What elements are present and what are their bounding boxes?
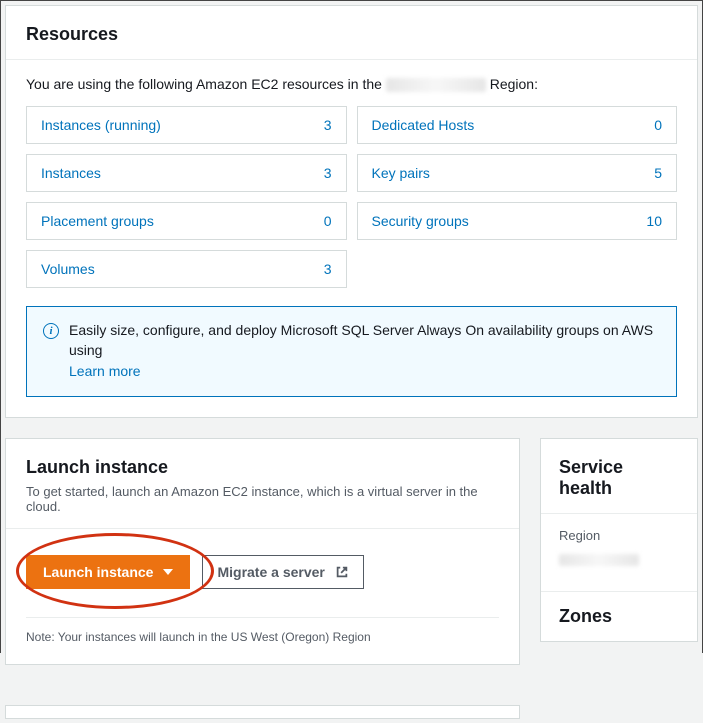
- resource-count: 3: [324, 261, 332, 277]
- learn-more-link[interactable]: Learn more: [69, 362, 141, 382]
- launch-instance-panel: Launch instance To get started, launch a…: [5, 438, 520, 665]
- migrate-server-button[interactable]: Migrate a server: [202, 555, 363, 589]
- stub-panel: [5, 705, 520, 719]
- info-icon: i: [43, 321, 59, 339]
- launch-body: Launch instance Migrate a server: [6, 528, 519, 664]
- resource-count: 10: [646, 213, 662, 229]
- resource-tile-dedicated-hosts[interactable]: Dedicated Hosts 0: [357, 106, 678, 144]
- service-health-region-value-redacted: [559, 554, 639, 566]
- resources-body: You are using the following Amazon EC2 r…: [6, 59, 697, 417]
- resource-count: 0: [654, 117, 662, 133]
- resources-intro-prefix: You are using the following Amazon EC2 r…: [26, 76, 386, 92]
- resources-intro-suffix: Region:: [490, 76, 538, 92]
- info-banner: i Easily size, configure, and deploy Mic…: [26, 306, 677, 397]
- resource-tile-placement-groups[interactable]: Placement groups 0: [26, 202, 347, 240]
- resources-panel: Resources You are using the following Am…: [5, 5, 698, 418]
- service-health-panel: Service health Region Zones: [540, 438, 698, 642]
- resource-label: Security groups: [372, 213, 469, 229]
- caret-down-icon: [163, 569, 173, 575]
- resource-tile-volumes[interactable]: Volumes 3: [26, 250, 347, 288]
- lower-row: Launch instance To get started, launch a…: [5, 438, 698, 719]
- info-banner-message: Easily size, configure, and deploy Micro…: [69, 322, 653, 358]
- resource-count: 5: [654, 165, 662, 181]
- resource-tile-security-groups[interactable]: Security groups 10: [357, 202, 678, 240]
- service-health-title: Service health: [541, 439, 697, 513]
- resource-label: Instances (running): [41, 117, 161, 133]
- launch-header: Launch instance To get started, launch a…: [6, 439, 519, 528]
- resource-grid: Instances (running) 3 Dedicated Hosts 0 …: [26, 106, 677, 288]
- migrate-server-label: Migrate a server: [217, 564, 324, 580]
- resource-tile-instances[interactable]: Instances 3: [26, 154, 347, 192]
- resource-count: 3: [324, 117, 332, 133]
- resource-tile-key-pairs[interactable]: Key pairs 5: [357, 154, 678, 192]
- resource-label: Placement groups: [41, 213, 154, 229]
- launch-actions-row: Launch instance Migrate a server: [26, 555, 499, 589]
- external-link-icon: [335, 565, 349, 579]
- info-banner-text: Easily size, configure, and deploy Micro…: [69, 321, 660, 382]
- resource-count: 3: [324, 165, 332, 181]
- resources-intro: You are using the following Amazon EC2 r…: [26, 76, 677, 92]
- resource-count: 0: [324, 213, 332, 229]
- resources-title: Resources: [26, 24, 677, 45]
- resource-label: Volumes: [41, 261, 95, 277]
- launch-subtitle: To get started, launch an Amazon EC2 ins…: [26, 484, 499, 514]
- service-health-zones-title: Zones: [541, 591, 697, 641]
- launch-title: Launch instance: [26, 457, 499, 478]
- resources-header: Resources: [6, 6, 697, 59]
- resource-tile-instances-running[interactable]: Instances (running) 3: [26, 106, 347, 144]
- resource-label: Key pairs: [372, 165, 430, 181]
- resource-label: Dedicated Hosts: [372, 117, 475, 133]
- launch-instance-button[interactable]: Launch instance: [26, 555, 190, 589]
- resource-label: Instances: [41, 165, 101, 181]
- region-name-redacted: [386, 78, 486, 92]
- launch-instance-button-label: Launch instance: [43, 564, 153, 580]
- service-health-body: Region: [541, 513, 697, 591]
- service-health-region-label: Region: [559, 528, 679, 543]
- launch-note: Note: Your instances will launch in the …: [26, 617, 499, 644]
